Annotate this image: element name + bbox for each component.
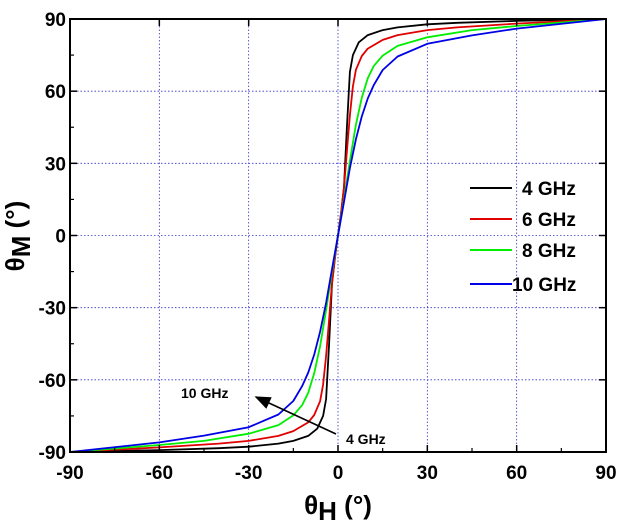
y-tick-label: -60 xyxy=(39,371,66,392)
x-tick-label: -30 xyxy=(235,463,262,484)
legend-label-6ghz: 6 GHz xyxy=(522,210,576,231)
y-tick-label: -30 xyxy=(39,299,66,320)
x-tick-label: 90 xyxy=(595,463,616,484)
x-tick-label: 60 xyxy=(506,463,527,484)
grid-lines xyxy=(70,19,606,452)
annotation-4ghz: 4 GHz xyxy=(346,431,386,447)
y-tick-label: 30 xyxy=(45,154,66,175)
legend-label-10ghz: 10 GHz xyxy=(512,275,576,296)
y-tick-labels: -90 -60 -30 0 30 60 90 xyxy=(39,10,66,464)
annotation-10ghz: 10 GHz xyxy=(181,385,228,401)
legend-label-4ghz: 4 GHz xyxy=(522,179,576,200)
x-tick-label: 30 xyxy=(417,463,438,484)
legend-label-8ghz: 8 GHz xyxy=(522,241,576,262)
x-tick-labels: -90 -60 -30 0 30 60 90 xyxy=(56,463,616,484)
annotation-arrow xyxy=(254,396,337,435)
y-tick-label: 60 xyxy=(45,82,66,103)
axis-ticks xyxy=(69,18,607,453)
x-axis-title: θH (°) xyxy=(304,490,372,526)
x-axis-unit: (°) xyxy=(337,490,372,520)
y-tick-label: 90 xyxy=(45,10,66,31)
y-tick-label: -90 xyxy=(39,443,66,464)
y-tick-label: 0 xyxy=(55,227,66,248)
x-tick-label: 0 xyxy=(333,463,344,484)
x-axis-symbol: θ xyxy=(304,490,318,520)
x-tick-label: -60 xyxy=(146,463,173,484)
x-axis-subscript: H xyxy=(318,496,337,526)
y-axis-unit: (°) xyxy=(0,201,30,236)
y-axis-title: θM (°) xyxy=(0,201,36,272)
series-line-10ghz xyxy=(69,18,607,453)
x-tick-label: -90 xyxy=(56,463,83,484)
y-axis-subscript: M xyxy=(6,236,36,258)
legend: 4 GHz 6 GHz 8 GHz 10 GHz xyxy=(470,179,576,296)
y-axis-symbol: θ xyxy=(0,257,30,271)
data-series xyxy=(69,18,607,453)
